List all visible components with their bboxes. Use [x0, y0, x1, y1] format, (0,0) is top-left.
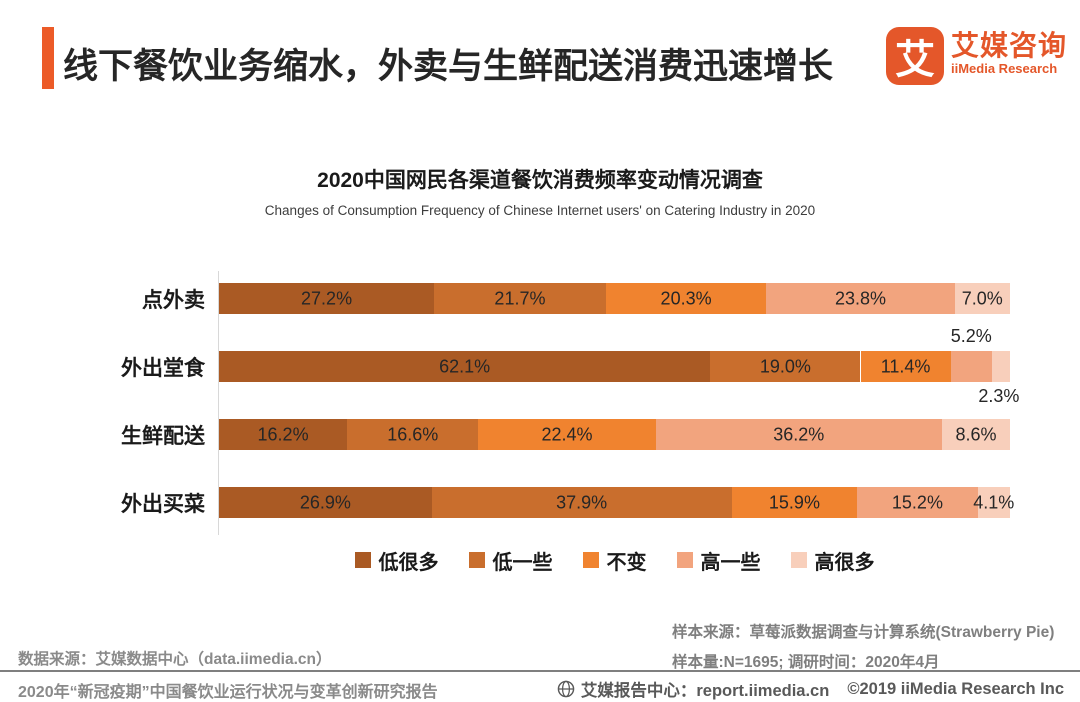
bar-segment: 21.7% — [434, 283, 606, 314]
legend-swatch — [676, 552, 693, 568]
legend-item: 不变 — [582, 546, 647, 575]
data-source-note: 数据来源：艾媒数据中心（data.iimedia.cn） — [18, 651, 332, 668]
value-label: 21.7% — [494, 288, 546, 308]
legend-item: 低一些 — [468, 546, 553, 575]
value-label: 2.3% — [978, 386, 1020, 406]
value-label: 15.9% — [768, 492, 820, 512]
bar-segment: 8.6% — [941, 419, 1010, 450]
report-title: 2020年“新冠疫期”中国餐饮业运行状况与变革创新研究报告 — [18, 684, 438, 701]
sample-info-note: 样本量:N=1695; 调研时间：2020年4月 — [672, 654, 940, 671]
bar-segment: 19.0% — [710, 351, 861, 382]
bar-segment: 23.8% — [766, 283, 955, 314]
bar-row: 点外卖 27.2% 21.7% 20.3% 23.8% 7.0% — [142, 283, 1010, 314]
logo-name-cn: 艾媒咨询 — [951, 30, 1068, 61]
value-label: 7.0% — [961, 288, 1003, 308]
legend-label: 低一些 — [492, 551, 553, 574]
report-center-link: 艾媒报告中心：report.iimedia.cn — [580, 682, 830, 700]
bar-segment: 20.3% — [605, 283, 767, 314]
legend-label: 高很多 — [814, 551, 875, 574]
value-label: 27.2% — [301, 288, 353, 308]
legend-swatch — [468, 552, 485, 568]
chart-subtitle: Changes of Consumption Frequency of Chin… — [264, 203, 816, 218]
footer-right: 艾媒报告中心：report.iimedia.cn ©2019 iiMedia R… — [557, 677, 1064, 701]
bar-segment: 15.2% — [857, 487, 978, 518]
value-label: 8.6% — [955, 424, 997, 444]
bar-segment: 36.2% — [655, 419, 942, 450]
value-label: 23.8% — [834, 288, 887, 308]
chart-title: 2020中国网民各渠道餐饮消费频率变动情况调查 — [317, 169, 763, 192]
copyright-text: ©2019 iiMedia Research Inc — [847, 679, 1064, 698]
legend-swatch — [354, 552, 371, 568]
bar-segment: 22.4% — [478, 419, 656, 450]
chart-legend: 低很多 低一些 不变 高一些 高很多 — [219, 546, 1010, 575]
legend-swatch — [582, 552, 599, 568]
bar-segment: 15.9% — [731, 487, 858, 518]
value-label: 16.6% — [387, 424, 439, 444]
sample-source-block: 样本来源：草莓派数据调查与计算系统(Strawberry Pie) 样本量:N=… — [672, 618, 1054, 678]
bar-segment: 27.2% — [219, 283, 435, 314]
sample-source-note: 样本来源：草莓派数据调查与计算系统(Strawberry Pie) — [672, 624, 1055, 641]
logo-text: 艾媒咨询 iiMedia Research — [951, 27, 1067, 77]
bar-row: 生鲜配送 16.2% 16.6% 22.4% 36.2% 8.6% — [121, 419, 1010, 450]
bar-row: 外出买菜 26.9% 37.9% 15.9% 15.2% 4.1% — [121, 487, 1014, 518]
value-label: 62.1% — [439, 356, 491, 376]
legend-item: 高很多 — [790, 546, 875, 575]
y-axis-line — [218, 271, 219, 535]
bar-segment: 16.2% — [219, 419, 348, 450]
bar-segment: 4.1% — [973, 487, 1014, 518]
legend-label: 高一些 — [700, 551, 761, 574]
bar-segment: 11.4% — [860, 351, 951, 382]
value-label: 36.2% — [773, 424, 825, 444]
value-label: 15.2% — [891, 492, 943, 512]
category-label: 生鲜配送 — [121, 424, 205, 448]
title-accent-bar — [42, 27, 54, 89]
category-label: 外出买菜 — [121, 492, 205, 516]
page-title: 线下餐饮业务缩水，外卖与生鲜配送消费迅速增长 — [63, 47, 834, 86]
plot-area: 点外卖 27.2% 21.7% 20.3% 23.8% 7.0% 外出堂食 62.1% 19.0… — [121, 283, 1019, 518]
globe-icon — [557, 680, 575, 698]
legend-label: 不变 — [606, 551, 647, 574]
value-label: 19.0% — [759, 356, 811, 376]
bar-segment: 37.9% — [431, 487, 732, 518]
value-label: 16.2% — [257, 424, 309, 444]
value-label: 26.9% — [299, 492, 351, 512]
legend-label: 低很多 — [378, 551, 439, 574]
footer-divider — [0, 670, 1080, 672]
bar-segment: 16.6% — [347, 419, 479, 450]
category-label: 点外卖 — [142, 288, 205, 312]
bar-segment: 2.3% — [978, 351, 1019, 406]
bar-segment: 26.9% — [219, 487, 432, 518]
legend-item: 高一些 — [676, 546, 761, 575]
category-label: 外出堂食 — [121, 356, 205, 380]
legend-item: 低很多 — [354, 546, 439, 575]
iimedia-logo: 艾 艾媒咨询 iiMedia Research — [886, 27, 1067, 85]
bar-segment: 7.0% — [954, 283, 1010, 314]
value-label: 20.3% — [660, 288, 712, 308]
bar-segment: 62.1% — [219, 351, 711, 382]
legend-swatch — [790, 552, 807, 568]
value-label: 4.1% — [973, 492, 1015, 512]
iimedia-logo-icon: 艾 — [886, 27, 944, 85]
bar-row: 外出堂食 62.1% 19.0% 11.4% 5.2% 2.3% — [121, 326, 1019, 406]
value-label: 22.4% — [541, 424, 593, 444]
value-label: 5.2% — [950, 326, 992, 346]
bar-segment: 5.2% — [950, 326, 992, 382]
value-label: 37.9% — [556, 492, 608, 512]
logo-name-en: iiMedia Research — [951, 61, 1058, 76]
value-label: 11.4% — [880, 356, 931, 376]
